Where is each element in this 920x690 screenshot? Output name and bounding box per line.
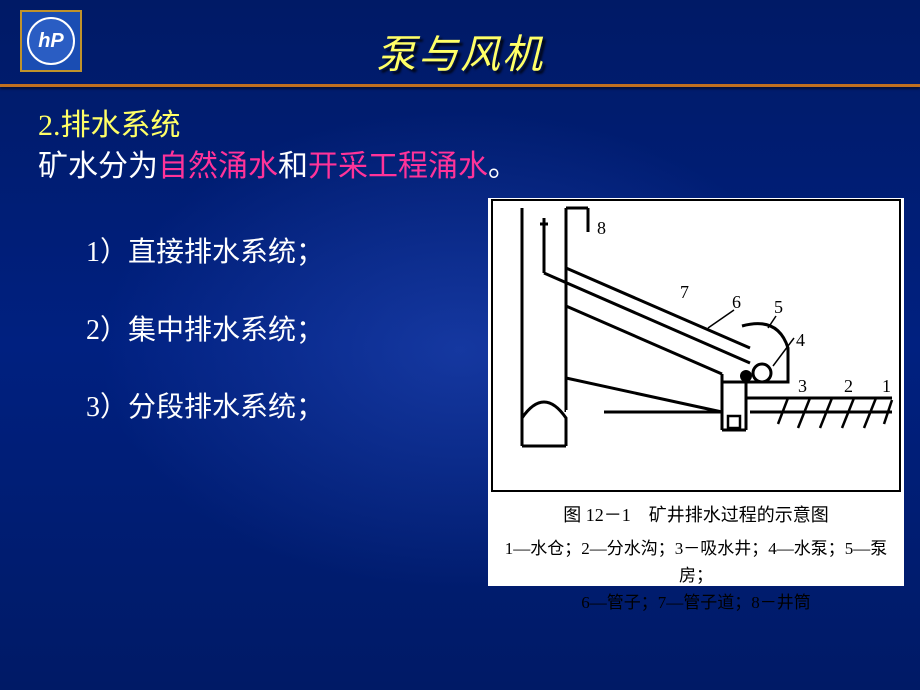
page-title: 泵与风机 bbox=[376, 32, 544, 77]
intro-highlight2: 开采工程涌水 bbox=[308, 150, 488, 183]
intro-part1: 矿水分为 bbox=[38, 150, 158, 183]
intro-part3: 。 bbox=[488, 150, 518, 183]
label-7: 7 bbox=[680, 282, 689, 302]
figure-title: 图 12－1 矿井排水过程的示意图 bbox=[500, 501, 892, 527]
divider bbox=[0, 84, 920, 87]
intro-highlight1: 自然涌水 bbox=[158, 150, 278, 183]
label-1: 1 bbox=[882, 376, 891, 396]
intro-part2: 和 bbox=[278, 150, 308, 183]
label-4: 4 bbox=[796, 330, 805, 350]
drainage-diagram: 8 7 6 5 4 3 2 1 bbox=[488, 198, 904, 493]
figure-legend-line1: 1—水仓；2—分水沟；3－吸水井；4—水泵；5—泵房； bbox=[500, 535, 892, 589]
section-heading: 2.排水系统 bbox=[38, 106, 888, 145]
header: 泵与风机 bbox=[0, 22, 920, 80]
figure-legend-line2: 6—管子；7—管子道；8－井筒 bbox=[500, 589, 892, 616]
label-8: 8 bbox=[597, 218, 606, 238]
label-5: 5 bbox=[774, 297, 783, 317]
figure-caption: 图 12－1 矿井排水过程的示意图 1—水仓；2—分水沟；3－吸水井；4—水泵；… bbox=[488, 493, 904, 621]
label-3: 3 bbox=[798, 376, 807, 396]
intro-text: 矿水分为自然涌水和开采工程涌水。 bbox=[38, 147, 888, 186]
label-6: 6 bbox=[732, 292, 741, 312]
label-2: 2 bbox=[844, 376, 853, 396]
figure-container: 8 7 6 5 4 3 2 1 图 12－1 矿井排水过程的示意图 1—水仓；2… bbox=[488, 198, 904, 586]
